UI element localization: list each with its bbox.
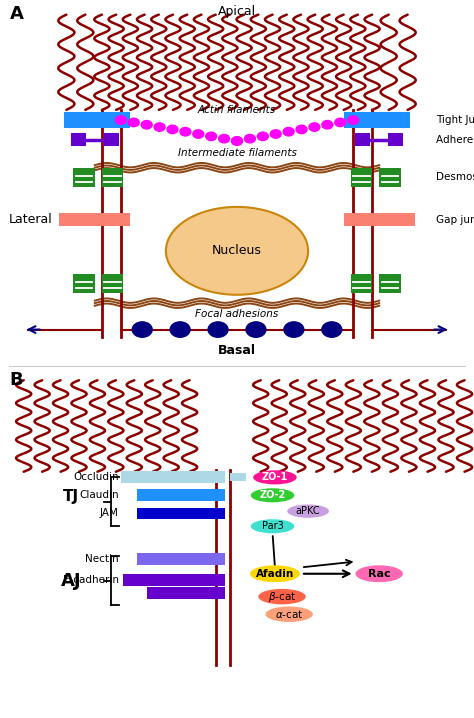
Bar bbox=[73, 168, 95, 187]
Text: Focal adhesions: Focal adhesions bbox=[195, 309, 279, 320]
Bar bbox=[104, 133, 119, 146]
Circle shape bbox=[170, 322, 190, 337]
Text: Adherens Junctions: Adherens Junctions bbox=[436, 134, 474, 144]
Circle shape bbox=[219, 134, 229, 143]
Circle shape bbox=[180, 128, 191, 136]
Bar bbox=[147, 587, 225, 599]
Bar bbox=[351, 274, 372, 293]
Text: AJ: AJ bbox=[61, 572, 82, 589]
Circle shape bbox=[208, 322, 228, 337]
Circle shape bbox=[231, 136, 242, 145]
Text: Gap junctions: Gap junctions bbox=[436, 215, 474, 225]
Circle shape bbox=[257, 132, 268, 141]
Circle shape bbox=[296, 125, 307, 134]
Text: ZO-2: ZO-2 bbox=[259, 490, 286, 500]
Bar bbox=[73, 274, 95, 293]
Text: Apical: Apical bbox=[218, 6, 256, 19]
Text: Tight Junctions: Tight Junctions bbox=[436, 115, 474, 125]
Text: Afadin: Afadin bbox=[256, 569, 294, 579]
Circle shape bbox=[128, 118, 139, 126]
Text: Nucleus: Nucleus bbox=[212, 244, 262, 257]
Ellipse shape bbox=[258, 589, 306, 605]
Bar bbox=[355, 133, 370, 146]
Text: A: A bbox=[9, 6, 23, 24]
Ellipse shape bbox=[287, 505, 329, 518]
Text: Par3: Par3 bbox=[262, 521, 283, 531]
Circle shape bbox=[132, 322, 152, 337]
Text: Basal: Basal bbox=[218, 344, 256, 357]
Text: aPKC: aPKC bbox=[296, 506, 320, 516]
Ellipse shape bbox=[166, 207, 308, 295]
Text: Actin filaments: Actin filaments bbox=[198, 105, 276, 115]
Circle shape bbox=[141, 121, 152, 129]
Text: Lateral: Lateral bbox=[9, 213, 52, 226]
Bar bbox=[379, 168, 401, 187]
Bar bbox=[344, 112, 410, 128]
Bar bbox=[123, 574, 225, 586]
Bar bbox=[344, 213, 415, 226]
Circle shape bbox=[231, 136, 242, 145]
Text: B: B bbox=[9, 371, 23, 389]
Ellipse shape bbox=[356, 565, 403, 582]
Circle shape bbox=[193, 130, 204, 139]
Ellipse shape bbox=[265, 607, 313, 622]
Bar bbox=[379, 274, 401, 293]
Bar bbox=[102, 274, 123, 293]
Bar bbox=[137, 508, 225, 519]
Circle shape bbox=[206, 132, 217, 141]
Ellipse shape bbox=[251, 488, 294, 503]
Bar bbox=[71, 133, 86, 146]
Text: Occludin: Occludin bbox=[73, 472, 118, 482]
Text: E-cadherin: E-cadherin bbox=[63, 575, 118, 585]
Bar bbox=[388, 133, 403, 146]
Circle shape bbox=[154, 123, 165, 131]
Ellipse shape bbox=[253, 470, 297, 485]
Bar bbox=[102, 168, 123, 187]
Text: TJ: TJ bbox=[63, 489, 79, 504]
Circle shape bbox=[270, 130, 281, 139]
Text: Rac: Rac bbox=[368, 569, 391, 579]
Circle shape bbox=[335, 118, 346, 126]
Text: Desmosomes: Desmosomes bbox=[436, 172, 474, 182]
Bar bbox=[59, 213, 130, 226]
Text: Claudin: Claudin bbox=[79, 490, 118, 500]
Circle shape bbox=[116, 116, 126, 124]
Circle shape bbox=[322, 322, 342, 337]
Ellipse shape bbox=[250, 565, 300, 582]
Text: JAM: JAM bbox=[100, 508, 118, 518]
Ellipse shape bbox=[251, 519, 294, 533]
Circle shape bbox=[348, 116, 359, 124]
Circle shape bbox=[246, 322, 266, 337]
Bar bbox=[230, 473, 246, 481]
Circle shape bbox=[283, 128, 294, 136]
Text: Nectin: Nectin bbox=[85, 554, 118, 564]
Bar bbox=[137, 489, 225, 500]
Circle shape bbox=[167, 125, 178, 134]
Circle shape bbox=[245, 134, 255, 143]
Circle shape bbox=[309, 123, 320, 131]
Bar bbox=[121, 472, 225, 483]
Text: $\alpha$-cat: $\alpha$-cat bbox=[275, 608, 303, 620]
Text: ZO-1: ZO-1 bbox=[262, 472, 288, 482]
Bar bbox=[137, 554, 225, 565]
Circle shape bbox=[284, 322, 304, 337]
Bar bbox=[64, 112, 130, 128]
Circle shape bbox=[322, 121, 333, 129]
Bar bbox=[351, 168, 372, 187]
Text: Intermediate filaments: Intermediate filaments bbox=[178, 148, 296, 158]
Text: $\beta$-cat: $\beta$-cat bbox=[268, 589, 296, 604]
